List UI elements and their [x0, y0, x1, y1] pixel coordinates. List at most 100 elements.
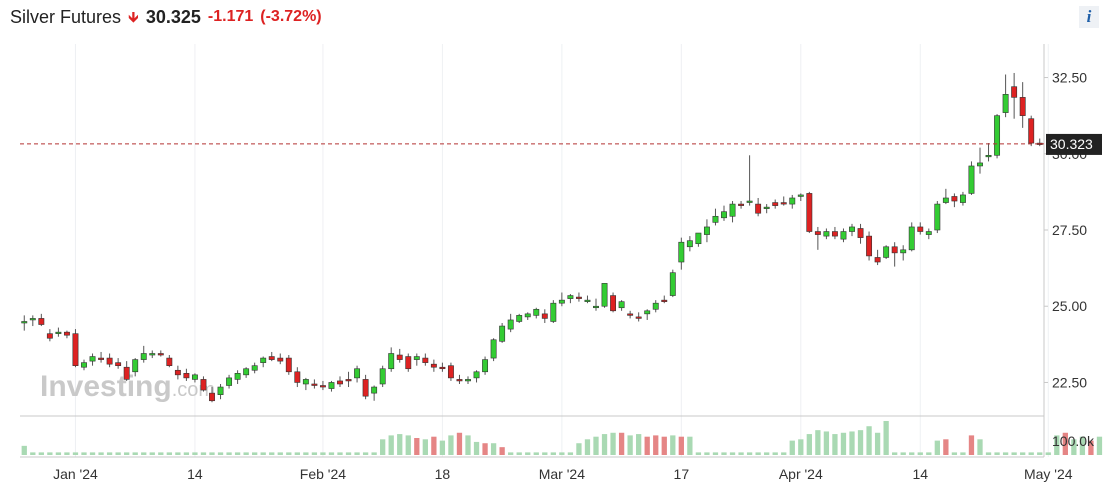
- y-tick-label-3: 25.00: [1052, 298, 1087, 314]
- candle-body: [814, 231, 821, 235]
- candle: [217, 383, 224, 400]
- current-price-label-bg: [1046, 133, 1102, 155]
- volume-bar: [687, 436, 693, 455]
- x-tick-label-6: Apr '24: [779, 466, 823, 482]
- candle: [439, 362, 446, 372]
- candle-body: [209, 392, 215, 402]
- candle-body: [123, 366, 130, 380]
- candle: [311, 379, 318, 389]
- volume-bar: [798, 439, 804, 455]
- candle-body: [174, 369, 181, 376]
- candle: [379, 365, 386, 388]
- candle: [209, 387, 215, 403]
- candle-body: [558, 299, 565, 304]
- candle-body: [268, 356, 275, 360]
- volume-bar: [994, 452, 1000, 455]
- candle: [635, 312, 642, 322]
- candle: [874, 249, 881, 266]
- candle: [738, 201, 745, 209]
- candle: [200, 376, 207, 392]
- volume-bar: [559, 452, 565, 455]
- candle-body: [499, 325, 506, 342]
- candle-body: [695, 232, 702, 245]
- candle-body: [772, 202, 779, 206]
- volume-bar: [311, 452, 318, 455]
- volume-bar: [977, 439, 983, 455]
- candle-body: [831, 231, 838, 237]
- volume-bar: [542, 452, 548, 455]
- candle: [652, 300, 659, 313]
- candle-body: [780, 202, 787, 205]
- volume-bar: [482, 443, 488, 455]
- candle-body: [575, 296, 582, 299]
- candle: [942, 188, 949, 205]
- volume-bar: [738, 452, 744, 455]
- candle: [226, 374, 233, 389]
- volume-bar: [781, 452, 787, 455]
- candle: [1002, 74, 1009, 118]
- volume-bar: [132, 452, 138, 455]
- volume-bar: [166, 452, 172, 455]
- volume-bar: [866, 426, 872, 455]
- candle-body: [635, 316, 642, 319]
- candle: [644, 309, 651, 320]
- candle-body: [533, 308, 540, 316]
- candle-body: [140, 353, 147, 360]
- volume-bar: [465, 435, 471, 455]
- candle: [422, 353, 429, 366]
- volume-bar: [345, 452, 352, 455]
- candle-body: [490, 339, 497, 359]
- candle-body: [567, 295, 574, 299]
- volume-bar: [661, 436, 667, 455]
- volume-bar: [1079, 436, 1086, 455]
- candle: [507, 313, 514, 333]
- candle: [703, 219, 710, 243]
- candle: [678, 237, 685, 270]
- volume-bar: [874, 432, 881, 455]
- candle: [891, 242, 898, 267]
- candle: [1011, 72, 1018, 119]
- candle-body: [917, 226, 924, 232]
- candle-body: [891, 246, 898, 254]
- candle-body: [63, 331, 70, 336]
- volume-bar: [158, 452, 164, 455]
- candle: [277, 353, 284, 365]
- candle-body: [81, 362, 87, 368]
- volume-bar: [260, 452, 266, 455]
- volume-bar: [252, 452, 258, 455]
- candle-body: [661, 299, 668, 302]
- volume-bar: [840, 432, 847, 455]
- x-tick-label-0: Jan '24: [53, 466, 98, 482]
- candle-body: [678, 241, 685, 263]
- candle-body: [968, 165, 975, 194]
- candle: [72, 329, 79, 368]
- candle: [789, 194, 796, 209]
- candle: [823, 228, 830, 240]
- candle-body: [260, 357, 267, 363]
- candle: [840, 228, 847, 243]
- volume-bar: [1020, 452, 1026, 455]
- volume-bar: [618, 432, 625, 455]
- candle-body: [797, 194, 804, 197]
- candle-body: [89, 356, 96, 362]
- candle-body: [507, 319, 514, 330]
- volume-bar: [909, 452, 915, 455]
- candle-body: [883, 246, 890, 258]
- candle-body: [371, 386, 378, 394]
- candle: [106, 353, 113, 368]
- candle: [166, 355, 173, 368]
- candle: [925, 228, 932, 240]
- candle-body: [465, 379, 471, 382]
- candle-body: [1011, 86, 1018, 98]
- volume-bar: [712, 452, 719, 455]
- candle-body: [183, 373, 190, 379]
- candle: [63, 330, 70, 339]
- candle-body: [721, 211, 727, 219]
- candle-body: [277, 357, 284, 362]
- volume-bar: [414, 438, 420, 455]
- volume-bar: [823, 431, 830, 455]
- candle: [567, 294, 574, 304]
- info-icon[interactable]: i: [1079, 6, 1099, 28]
- candle-body: [524, 313, 531, 318]
